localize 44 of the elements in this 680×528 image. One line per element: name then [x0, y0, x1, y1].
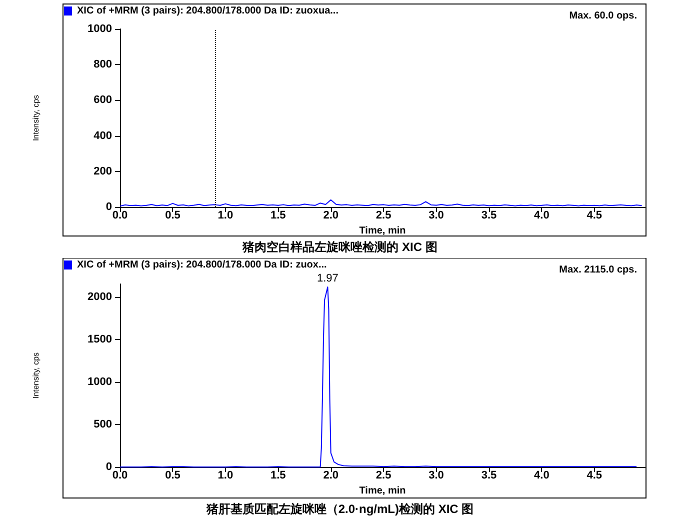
x-tick-label: 0.0: [112, 470, 128, 482]
x-tick-label: 2.5: [376, 470, 392, 482]
x-tick-label: 1.0: [218, 470, 234, 482]
chart-title: Max. 60.0 ops.: [569, 10, 638, 22]
y-tick-label: 1500: [88, 333, 112, 346]
x-tick-label: 4.0: [534, 470, 550, 482]
x-tick-label: 0.5: [165, 470, 180, 482]
line-series: [120, 199, 642, 207]
y-tick-label: 2000: [88, 290, 112, 303]
x-tick-label: 0.5: [165, 210, 180, 222]
y-axis-title: Intensity, cps: [32, 94, 40, 142]
y-tick-label: 200: [94, 165, 112, 178]
x-tick-label: 3.5: [481, 210, 497, 222]
y-tick-label: 0: [106, 201, 112, 213]
x-tick-label: 4.5: [586, 470, 602, 482]
legend-label: XIC of +MRM (3 pairs): 204.800/178.000 Da ID: zuox...: [77, 260, 328, 270]
y-tick-label: 1000: [88, 23, 112, 35]
x-tick-label: 0.0: [112, 210, 128, 222]
text: 猪肉空白样品左旋咪唑检测的 XIC 图: [242, 240, 438, 254]
y-tick-label: 600: [94, 94, 112, 106]
x-tick-label: 2.0: [323, 470, 338, 482]
x-tick-label: 2.5: [376, 210, 392, 222]
x-tick-label: 2.0: [323, 210, 338, 222]
y-axis-title: Intensity, cps: [32, 352, 40, 399]
annotation: 1.97: [316, 272, 338, 284]
x-tick-label: 3.0: [428, 210, 444, 222]
x-tick-label: 3.5: [481, 470, 497, 482]
x-tick-label: 3.0: [428, 470, 444, 482]
y-tick-label: 500: [94, 418, 112, 430]
x-tick-label: 1.5: [270, 210, 286, 222]
x-tick-label: 1.0: [218, 210, 234, 222]
y-tick-label: 0: [106, 461, 112, 473]
x-axis-title: Time, min: [359, 225, 406, 236]
y-tick-label: 400: [94, 130, 112, 142]
line-series: [120, 286, 638, 468]
legend-label: XIC of +MRM (3 pairs): 204.800/178.000 Da ID: zuoxua...: [77, 6, 339, 16]
text: 猪肝基质匹配左旋咪唑（2.0·ng/mL)检测的 XIC 图: [205, 502, 474, 516]
y-tick-label: 800: [94, 58, 112, 71]
x-axis-title: Time, min: [359, 485, 406, 496]
x-tick-label: 1.5: [270, 470, 286, 482]
x-tick-label: 4.5: [586, 210, 602, 222]
chart-title: Max. 2115.0 cps.: [559, 264, 638, 276]
y-tick-label: 1000: [88, 376, 112, 388]
x-tick-label: 4.0: [534, 210, 550, 222]
